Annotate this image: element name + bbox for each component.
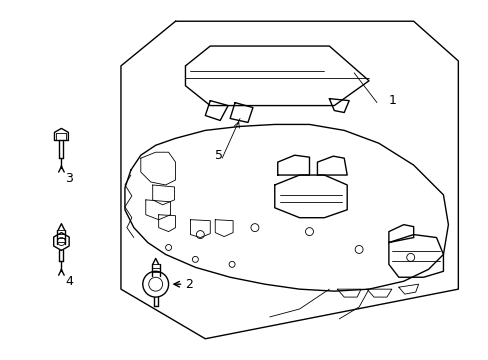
- Text: 3: 3: [65, 172, 73, 185]
- Text: 1: 1: [388, 94, 396, 107]
- Text: 4: 4: [65, 275, 73, 288]
- Text: 2: 2: [185, 278, 193, 291]
- Text: 5: 5: [215, 149, 223, 162]
